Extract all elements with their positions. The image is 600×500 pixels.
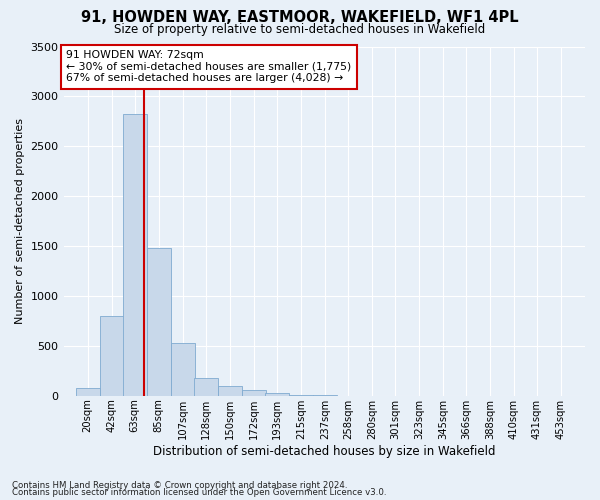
Bar [170,343,195,396]
Text: Size of property relative to semi-detached houses in Wakefield: Size of property relative to semi-detach… [115,22,485,36]
Bar [146,248,170,396]
Bar [194,378,218,396]
Bar [265,393,289,396]
Text: Contains HM Land Registry data © Crown copyright and database right 2024.: Contains HM Land Registry data © Crown c… [12,480,347,490]
Y-axis label: Number of semi-detached properties: Number of semi-detached properties [15,118,25,324]
Text: Contains public sector information licensed under the Open Government Licence v3: Contains public sector information licen… [12,488,386,497]
Bar [122,114,146,396]
Bar [218,386,242,396]
Bar [242,390,266,396]
Bar [100,316,124,396]
Text: 91, HOWDEN WAY, EASTMOOR, WAKEFIELD, WF1 4PL: 91, HOWDEN WAY, EASTMOOR, WAKEFIELD, WF1… [81,10,519,25]
Bar [289,395,313,396]
Bar [76,388,100,396]
X-axis label: Distribution of semi-detached houses by size in Wakefield: Distribution of semi-detached houses by … [153,444,496,458]
Text: 91 HOWDEN WAY: 72sqm
← 30% of semi-detached houses are smaller (1,775)
67% of se: 91 HOWDEN WAY: 72sqm ← 30% of semi-detac… [66,50,352,83]
